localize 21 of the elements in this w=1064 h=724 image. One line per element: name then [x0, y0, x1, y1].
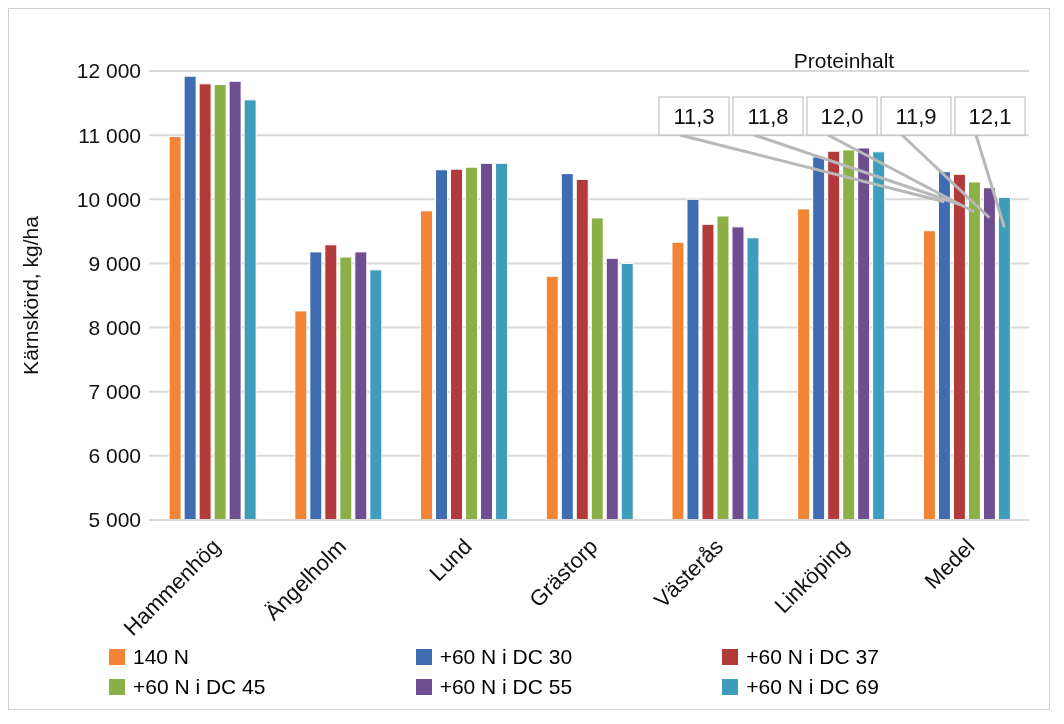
legend-label: +60 N i DC 37 [746, 645, 879, 669]
y-tick-label: 6 000 [88, 444, 141, 468]
y-tick-label: 12 000 [76, 59, 141, 83]
legend-label: +60 N i DC 69 [746, 675, 879, 699]
annotation: 11,8 [747, 104, 789, 129]
annotation: 12,1 [968, 104, 1012, 129]
annotation: 11,3 [673, 104, 715, 129]
y-tick-label: 9 000 [88, 251, 141, 275]
legend-label: +60 N i DC 45 [133, 675, 266, 699]
annotation: 11,9 [895, 104, 937, 129]
y-tick-label: 11 000 [78, 123, 141, 147]
legend-label: 140 N [133, 645, 190, 669]
y-tick-label: 8 000 [88, 316, 141, 340]
y-axis-title: Kärnskörd, kg/ha [19, 215, 43, 375]
y-tick-label: 7 000 [88, 380, 141, 404]
y-tick-label: 5 000 [88, 508, 141, 532]
annotation: 12,0 [820, 104, 864, 129]
legend-label: +60 N i DC 30 [439, 645, 573, 669]
legend-label: +60 N i DC 55 [439, 675, 573, 699]
y-tick-label: 10 000 [76, 187, 141, 211]
annotation: Proteinhalt [792, 49, 896, 73]
